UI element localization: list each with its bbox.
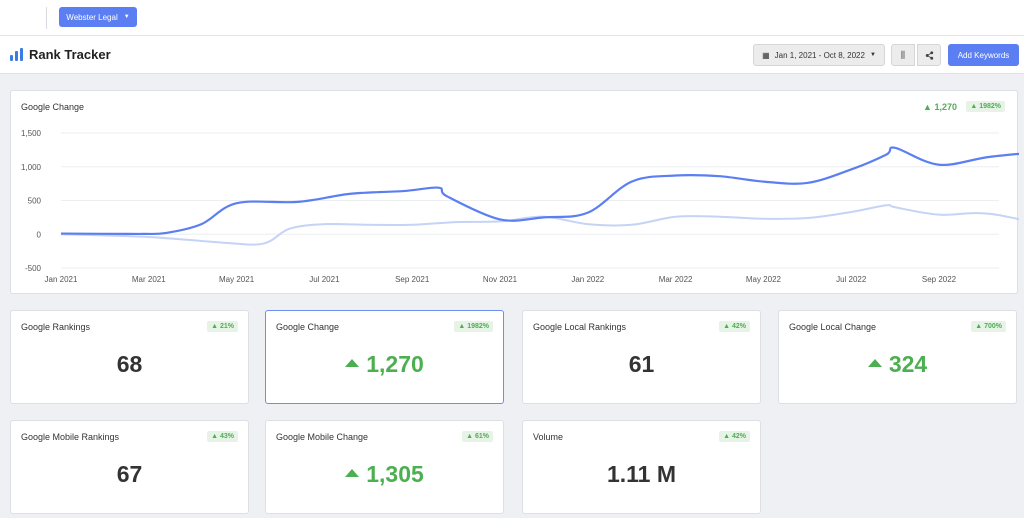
page-title: Rank Tracker [29,47,111,62]
card-badge: ▲ 700% [971,321,1006,332]
sliders-icon: ⫼ [900,49,906,60]
card-badge-text: 61% [474,433,489,440]
card-badge: ▲ 1982% [454,321,493,332]
card-badge-text: 700% [984,323,1002,330]
chart-change-value: ▲ 1,270 [923,102,957,112]
chart-change-badge: ▲ 1982% [966,101,1005,112]
up-arrow-icon [867,359,882,367]
share-button[interactable] [917,44,941,66]
card-badge: ▲ 61% [462,431,493,442]
card-title: Google Mobile Rankings [21,432,120,442]
date-range-picker[interactable]: ▦ Jan 1, 2021 - Oct 8, 2022 ▼ [753,44,885,66]
y-tick-label: 500 [28,197,42,206]
card-badge: ▲ 42% [719,431,750,442]
y-tick-label: 1,000 [21,163,42,172]
card-title: Google Change [276,322,340,332]
metric-card-google-rankings[interactable]: Google Rankings ▲ 21% 68 [10,310,249,404]
series-line-primary [60,146,1019,236]
x-tick-label: May 2022 [746,275,782,284]
x-tick-label: Mar 2022 [659,275,693,284]
card-title: Google Local Rankings [533,322,627,332]
date-range-label: Jan 1, 2021 - Oct 8, 2022 [774,50,865,60]
card-value: 68 [116,351,143,377]
card-badge-text: 21% [219,323,234,330]
up-arrow-icon [345,469,360,477]
metric-card-google-local-change[interactable]: Google Local Change ▲ 700% 324 [778,310,1017,404]
y-tick-label: 0 [37,230,42,239]
x-tick-label: Jul 2022 [836,275,867,284]
card-badge-text: 1982% [467,323,489,330]
share-icon [925,50,933,60]
card-value: 324 [779,351,1016,378]
metric-card-volume[interactable]: Volume ▲ 42% 1.11 M [522,420,761,514]
x-tick-label: Jul 2021 [309,275,340,284]
card-value: 1,270 [266,351,503,378]
calendar-icon: ▦ [762,50,770,60]
y-tick-label: -500 [25,264,42,273]
metric-card-google-mobile-change[interactable]: Google Mobile Change ▲ 61% 1,305 [265,420,504,514]
card-title: Google Mobile Change [276,432,369,442]
add-keywords-button[interactable]: Add Keywords [948,44,1019,66]
card-value-text: 1,305 [366,461,424,487]
x-tick-label: Nov 2021 [483,275,518,284]
up-arrow-icon [345,359,360,367]
metric-card-google-mobile-rankings[interactable]: Google Mobile Rankings ▲ 43% 67 [10,420,249,514]
card-title: Volume [533,432,564,442]
chart-badge-text: 1982% [979,103,1001,110]
x-tick-label: Jan 2021 [45,275,78,284]
x-tick-label: Mar 2021 [132,275,166,284]
y-tick-label: 1,500 [21,129,42,138]
card-title: Google Rankings [21,322,91,332]
card-value-text: 1,270 [366,351,424,377]
metric-card-google-change[interactable]: Google Change ▲ 1982% 1,270 [265,310,504,404]
card-badge-text: 43% [219,433,234,440]
card-badge-text: 42% [731,323,746,330]
card-value-text: 324 [888,351,928,377]
card-title: Google Local Change [789,322,877,332]
x-tick-label: Sep 2021 [395,275,430,284]
card-badge: ▲ 43% [207,431,238,442]
chart-change-text: 1,270 [934,102,957,112]
card-value: 67 [116,461,143,487]
bar-chart-icon [10,48,23,61]
chevron-down-icon: ▼ [869,52,876,58]
card-badge: ▲ 42% [719,321,750,332]
metric-card-google-local-rankings[interactable]: Google Local Rankings ▲ 42% 61 [522,310,761,404]
x-tick-label: May 2021 [219,275,255,284]
card-value: 1.11 M [606,461,677,487]
series-line-secondary [60,203,1019,246]
card-badge-text: 42% [731,433,746,440]
google-change-chart-card: 1,500 1,000 500 0 -500 Jan 2021 Mar 2021 May 20… [10,90,1019,294]
card-value: 1,305 [266,461,503,488]
card-badge: ▲ 21% [207,321,238,332]
workspace-label: Webster Legal [66,12,118,22]
card-value: 61 [628,351,655,377]
topbar-divider [46,7,47,29]
chart-title: Google Change [21,102,85,112]
page-header: Rank Tracker ▦ Jan 1, 2021 - Oct 8, 2022… [0,36,1024,74]
x-tick-label: Sep 2022 [922,275,957,284]
workspace-dropdown[interactable]: Webster Legal ▼ [59,7,137,27]
top-bar: Webster Legal ▼ [0,0,1024,36]
x-tick-label: Jan 2022 [571,275,604,284]
filter-settings-button[interactable]: ⫼ [891,44,915,66]
chevron-down-icon: ▼ [123,14,130,20]
